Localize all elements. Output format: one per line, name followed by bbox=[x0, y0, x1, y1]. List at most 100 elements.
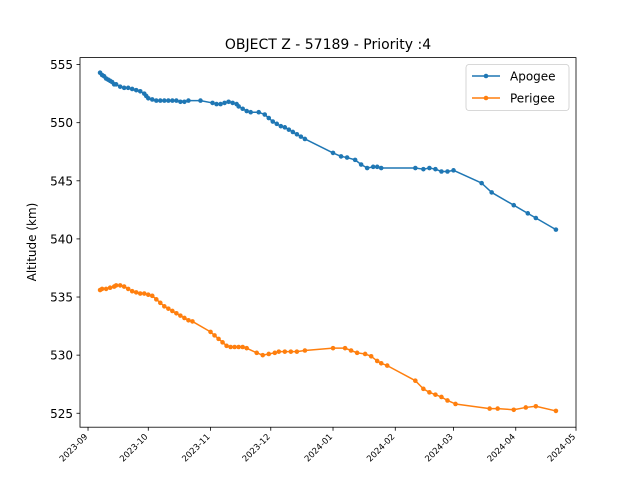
y-tick-label: 530 bbox=[50, 349, 73, 363]
data-point bbox=[236, 104, 241, 109]
data-point bbox=[445, 398, 450, 403]
data-point bbox=[190, 319, 195, 324]
legend-marker-perigee bbox=[483, 95, 489, 101]
data-point bbox=[298, 134, 304, 139]
data-point bbox=[174, 98, 179, 103]
data-point bbox=[137, 291, 143, 296]
data-point bbox=[433, 392, 438, 397]
data-point bbox=[210, 100, 215, 106]
x-tick-label: 2024-04 bbox=[486, 432, 518, 464]
data-point bbox=[362, 351, 368, 357]
data-point bbox=[230, 100, 235, 106]
data-point bbox=[121, 284, 127, 289]
data-point bbox=[358, 162, 364, 167]
data-point bbox=[294, 132, 300, 137]
x-tick-label: 2024-02 bbox=[365, 432, 397, 464]
data-point bbox=[129, 86, 135, 92]
data-point bbox=[439, 169, 444, 174]
data-point bbox=[186, 98, 191, 103]
data-point bbox=[342, 345, 348, 351]
data-point bbox=[166, 98, 171, 103]
data-point bbox=[121, 85, 127, 91]
data-point bbox=[254, 350, 260, 356]
plot-area bbox=[97, 70, 559, 414]
data-point bbox=[212, 333, 217, 338]
data-point bbox=[330, 345, 336, 351]
data-point bbox=[113, 283, 119, 288]
y-tick-label: 535 bbox=[50, 291, 73, 305]
data-point bbox=[374, 164, 380, 170]
data-point bbox=[276, 349, 282, 354]
data-point bbox=[266, 115, 272, 121]
data-point bbox=[198, 98, 203, 103]
data-point bbox=[117, 283, 123, 288]
data-point bbox=[154, 297, 159, 302]
y-tick-label: 545 bbox=[50, 174, 73, 188]
data-point bbox=[145, 95, 151, 101]
data-point bbox=[288, 349, 294, 354]
data-point bbox=[427, 165, 432, 171]
data-point bbox=[495, 406, 500, 411]
data-point bbox=[158, 98, 163, 103]
data-point bbox=[240, 344, 245, 350]
data-point bbox=[218, 101, 223, 107]
data-point bbox=[302, 348, 308, 353]
data-point bbox=[145, 292, 151, 298]
data-point bbox=[266, 351, 272, 357]
y-tick-label: 550 bbox=[50, 116, 73, 130]
data-point bbox=[149, 293, 155, 299]
data-point bbox=[216, 336, 221, 342]
data-point bbox=[222, 100, 227, 106]
legend-label-apogee: Apogee bbox=[510, 70, 556, 84]
data-point bbox=[374, 358, 380, 364]
data-point bbox=[158, 300, 163, 306]
data-point bbox=[228, 344, 233, 350]
data-point bbox=[236, 344, 241, 350]
y-axis-label: Altitude (km) bbox=[25, 203, 39, 282]
x-tick-label: 2023-10 bbox=[118, 432, 150, 464]
data-point bbox=[182, 315, 187, 321]
data-point bbox=[162, 98, 167, 103]
data-point bbox=[445, 169, 450, 174]
x-tick-label: 2023-09 bbox=[58, 432, 90, 464]
data-point bbox=[117, 84, 123, 89]
data-point bbox=[214, 101, 219, 107]
data-point bbox=[103, 286, 109, 292]
legend: Apogee Perigee bbox=[465, 64, 570, 111]
data-point bbox=[149, 97, 155, 102]
data-point bbox=[427, 390, 432, 395]
data-point bbox=[208, 329, 213, 335]
y-tick-label: 555 bbox=[50, 58, 73, 72]
data-point bbox=[174, 311, 179, 316]
data-point bbox=[240, 106, 245, 112]
data-point bbox=[421, 386, 426, 392]
data-point bbox=[270, 119, 276, 124]
axes: 2023-09 2023-10 2023-11 2023-12 2024-01 2024-… bbox=[50, 58, 578, 464]
data-point bbox=[220, 340, 225, 345]
data-point bbox=[511, 407, 517, 413]
data-point bbox=[125, 85, 131, 91]
data-point bbox=[182, 99, 187, 105]
data-point bbox=[368, 354, 374, 359]
data-point bbox=[278, 123, 284, 129]
legend-marker-apogee bbox=[483, 73, 489, 79]
data-point bbox=[553, 227, 559, 232]
data-point bbox=[378, 360, 384, 366]
data-point bbox=[282, 125, 288, 130]
series-perigee bbox=[97, 283, 559, 414]
data-point bbox=[224, 343, 229, 349]
data-point bbox=[378, 165, 384, 171]
data-point bbox=[330, 150, 336, 156]
data-point bbox=[413, 378, 418, 384]
data-point bbox=[256, 109, 262, 115]
data-point bbox=[113, 82, 119, 87]
data-point bbox=[525, 211, 531, 216]
data-point bbox=[523, 405, 529, 410]
x-tick-label: 2023-12 bbox=[241, 432, 273, 464]
data-point bbox=[553, 408, 559, 414]
data-point bbox=[453, 401, 458, 407]
data-point bbox=[232, 344, 237, 350]
data-point bbox=[133, 87, 139, 93]
data-point bbox=[107, 285, 113, 291]
data-point bbox=[154, 98, 159, 103]
